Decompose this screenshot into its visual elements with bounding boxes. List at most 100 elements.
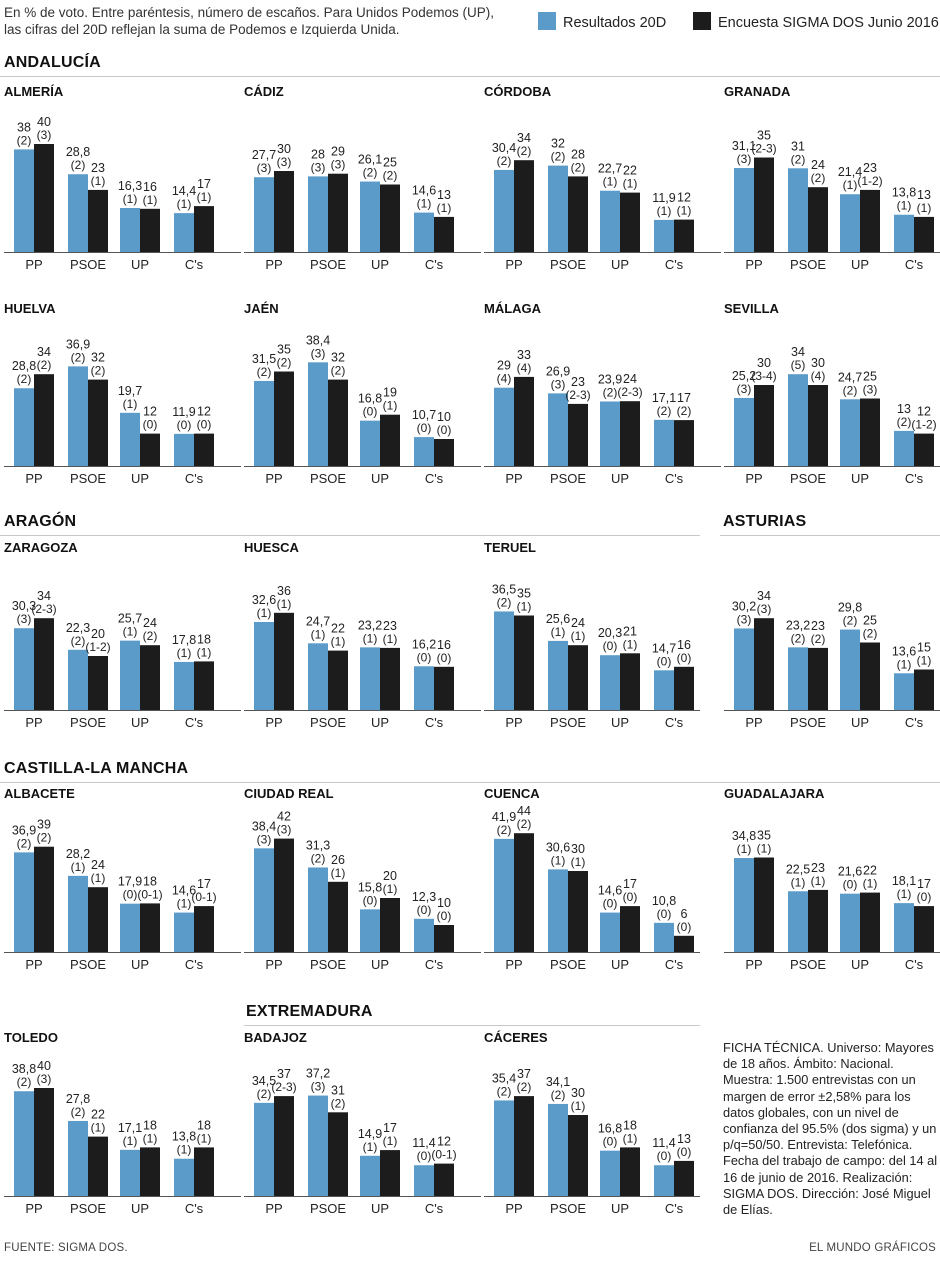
seats-label: (1) (571, 629, 586, 643)
value-label: 12 (197, 405, 211, 419)
region-rule-andalucia (0, 76, 940, 77)
value-label: 36,5 (492, 582, 516, 596)
bar-almeria-UP-20d (120, 207, 140, 252)
category-label: C's (425, 957, 444, 972)
value-label: 19 (383, 386, 397, 400)
legend-swatch-survey (693, 12, 711, 30)
value-label: 25 (863, 370, 877, 384)
legend-swatch-results (538, 12, 556, 30)
value-label: 25 (383, 156, 397, 170)
bar-zaragoza-PP-20d (14, 628, 34, 710)
region-title-castilla: CASTILLA-LA MANCHA (4, 760, 189, 777)
category-label: PP (265, 957, 282, 972)
seats-label: (2) (257, 1087, 272, 1101)
category-label: PSOE (70, 257, 106, 272)
panel-title-almeria: ALMERÍA (4, 84, 64, 99)
value-label: 14,7 (652, 641, 676, 655)
value-label: 42 (277, 810, 291, 824)
bar-sevilla-Cs-encuesta (914, 433, 934, 466)
seats-label: (2) (17, 1075, 32, 1089)
value-label: 38,4 (306, 333, 330, 347)
seats-label: (1) (177, 1143, 192, 1157)
seats-label: (0) (603, 639, 618, 653)
value-label: 14,6 (598, 884, 622, 898)
seats-label: (2) (897, 415, 912, 429)
bar-granada-PSOE-20d (788, 168, 808, 252)
seats-label: (2) (71, 634, 86, 648)
value-label: 14,6 (172, 884, 196, 898)
bar-asturias-PSOE-encuesta (808, 647, 828, 710)
category-label: C's (905, 257, 924, 272)
panel-title-huelva: HUELVA (4, 301, 56, 316)
value-label: 30,6 (546, 840, 570, 854)
bar-badajoz-Cs-20d (414, 1165, 434, 1196)
seats-label: (1) (623, 177, 638, 191)
seats-label: (3) (331, 158, 346, 172)
bar-huesca-UP-encuesta (380, 647, 400, 710)
value-label: 31,3 (306, 838, 330, 852)
seats-label: (2) (71, 350, 86, 364)
category-label: C's (905, 471, 924, 486)
category-label: C's (185, 257, 204, 272)
value-label: 16 (143, 180, 157, 194)
bar-granada-PP-20d (734, 168, 754, 252)
category-label: UP (851, 957, 869, 972)
bar-caceres-PP-encuesta (514, 1096, 534, 1196)
seats-label: (2-3) (271, 1080, 296, 1094)
value-label: 12 (143, 405, 157, 419)
category-label: C's (185, 1201, 204, 1216)
category-label: PP (505, 1201, 522, 1216)
category-label: UP (611, 257, 629, 272)
category-label: UP (371, 1201, 389, 1216)
value-label: 18 (197, 1118, 211, 1132)
value-label: 34 (37, 589, 51, 603)
seats-label: (1) (383, 1134, 398, 1148)
intro-line-2: las cifras del 20D reflejan la suma de P… (4, 22, 400, 37)
category-label: C's (425, 257, 444, 272)
value-label: 21,6 (838, 865, 862, 879)
value-label: 31 (791, 139, 805, 153)
value-label: 22 (331, 622, 345, 636)
seats-label: (2) (71, 158, 86, 172)
seats-label: (3) (311, 346, 326, 360)
value-label: 37,2 (306, 1067, 330, 1081)
category-label: PP (745, 957, 762, 972)
value-label: 23 (91, 161, 105, 175)
bar-guadalajara-PP-encuesta (754, 857, 774, 952)
seats-label: (3) (37, 128, 52, 142)
seats-label: (1) (897, 199, 912, 213)
bar-asturias-UP-20d (840, 629, 860, 710)
seats-label: (2) (37, 358, 52, 372)
seats-label: (1) (331, 866, 346, 880)
region-title-andalucia: ANDALUCÍA (4, 54, 101, 71)
bar-malaga-UP-20d (600, 401, 620, 466)
bar-jaen-PP-encuesta (274, 371, 294, 466)
bar-cadiz-PP-20d (254, 177, 274, 252)
value-label: 21 (623, 624, 637, 638)
bar-ciudad-real-PSOE-20d (308, 867, 328, 952)
category-label: PSOE (310, 957, 346, 972)
bar-ciudad-real-PP-encuesta (274, 838, 294, 952)
category-label: PSOE (790, 257, 826, 272)
legend-item-survey: Encuesta SIGMA DOS Junio 2016 (693, 12, 939, 31)
bar-cuenca-UP-20d (600, 912, 620, 952)
category-label: PSOE (70, 471, 106, 486)
value-label: 32,6 (252, 593, 276, 607)
value-label: 29 (331, 145, 345, 159)
intro-line-1: En % de voto. Entre paréntesis, número d… (4, 5, 495, 20)
value-label: 22,7 (598, 162, 622, 176)
value-label: 24 (91, 858, 105, 872)
value-label: 23,2 (358, 618, 382, 632)
seats-label: (1) (123, 192, 138, 206)
category-label: PSOE (790, 471, 826, 486)
seats-label: (2) (571, 160, 586, 174)
seats-label: (3-4) (751, 369, 776, 383)
category-label: C's (665, 257, 684, 272)
category-label: PP (265, 1201, 282, 1216)
bar-caceres-Cs-encuesta (674, 1160, 694, 1196)
footer-credit: EL MUNDO GRÁFICOS (809, 1242, 936, 1254)
bar-asturias-Cs-encuesta (914, 669, 934, 710)
value-label: 29 (497, 359, 511, 373)
bar-badajoz-PSOE-encuesta (328, 1112, 348, 1196)
value-label: 34 (517, 131, 531, 145)
